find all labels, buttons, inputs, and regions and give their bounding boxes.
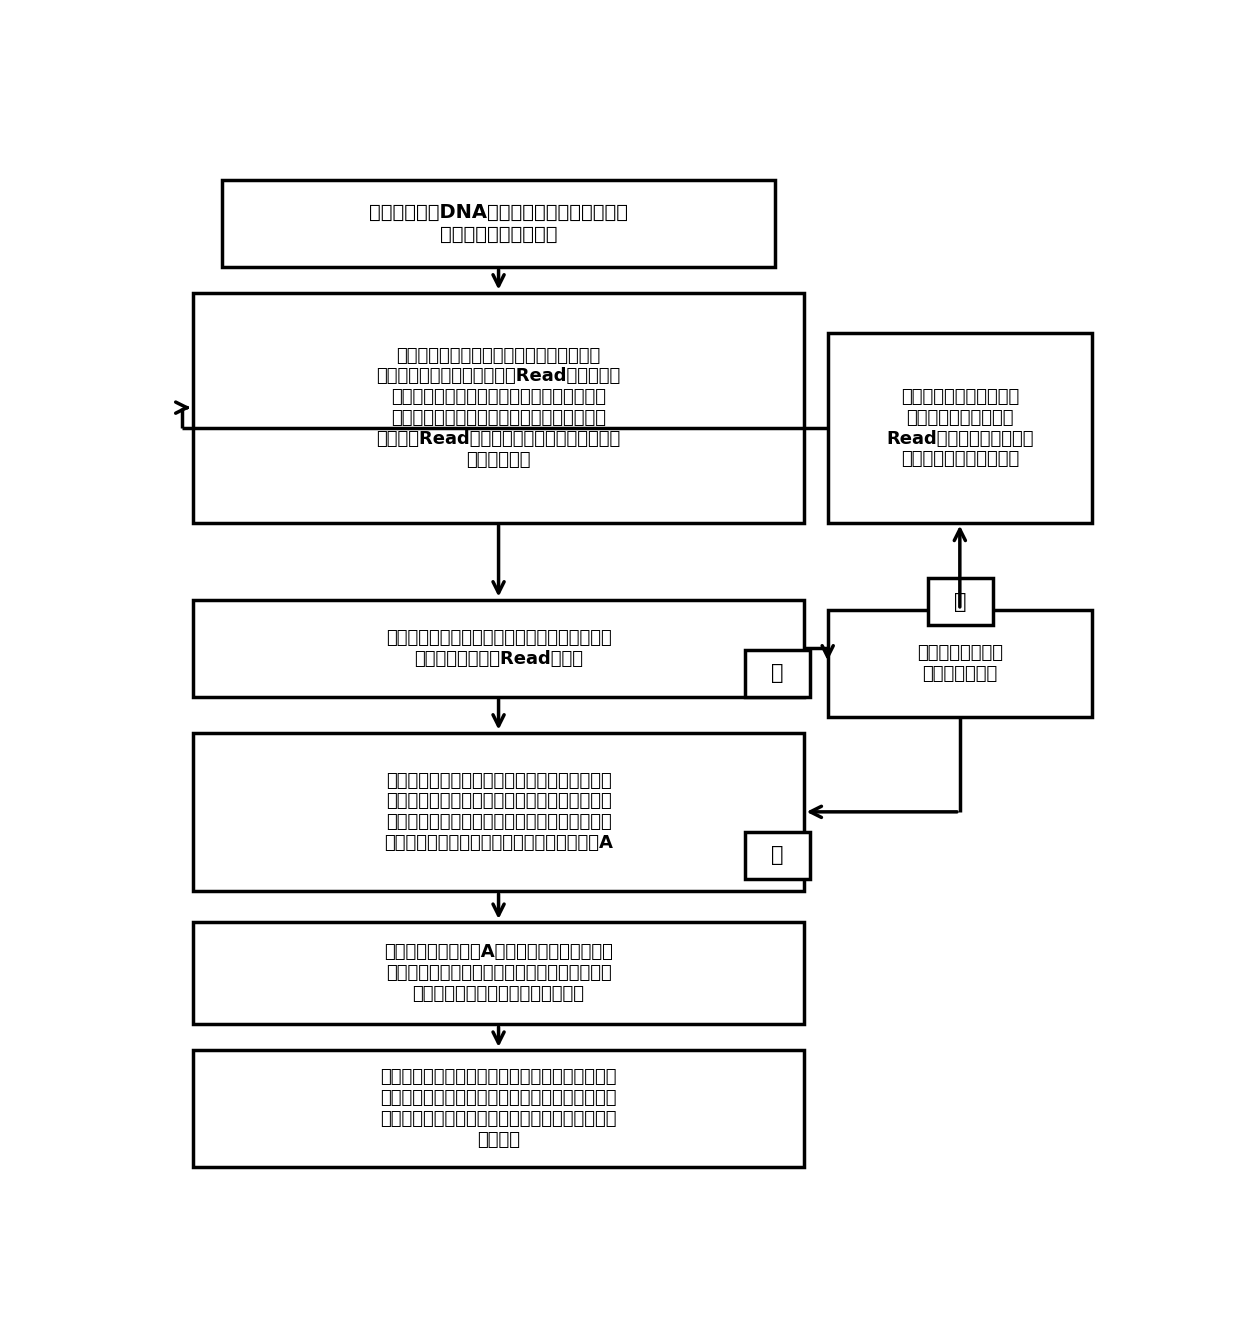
FancyBboxPatch shape xyxy=(222,179,775,267)
Text: 序列的延伸长度达
到某一个阈値？: 序列的延伸长度达 到某一个阈値？ xyxy=(916,645,1003,683)
Text: 否: 否 xyxy=(771,663,784,683)
Text: 利用所述的有效连接序列连接起始锁定序列片段和
相应的终点锁定序列片段；将连接后的序列片段作
为新的锁定序列片段或记录剩余的锁定序列片段的
自由末端: 利用所述的有效连接序列连接起始锁定序列片段和 相应的终点锁定序列片段；将连接后的… xyxy=(381,1069,616,1148)
Text: 对这些延长的序列采用同
样的方法利用随机测序
Read序列继续进行延伸，
每个序列的延伸循环多次: 对这些延长的序列采用同 样的方法利用随机测序 Read序列继续进行延伸， 每个序… xyxy=(887,388,1034,468)
FancyBboxPatch shape xyxy=(193,732,804,892)
FancyBboxPatch shape xyxy=(193,1050,804,1167)
FancyBboxPatch shape xyxy=(828,334,1092,522)
FancyBboxPatch shape xyxy=(193,599,804,696)
Text: 遇到能够比对到另一个或多个不同的已知序列片
段末端的随机测序Read序列？: 遇到能够比对到另一个或多个不同的已知序列片 段末端的随机测序Read序列？ xyxy=(386,629,611,667)
Text: 是: 是 xyxy=(771,845,784,865)
Text: 否: 否 xyxy=(954,591,966,611)
FancyBboxPatch shape xyxy=(193,292,804,522)
FancyBboxPatch shape xyxy=(828,610,1092,718)
FancyBboxPatch shape xyxy=(745,832,811,878)
Text: 根据所述的序列集合A中的通路序列，选择一条
序列作为连接起始锁定序列片段末端到另一个终
点锁定序列片段末端的有效连接序列: 根据所述的序列集合A中的通路序列，选择一条 序列作为连接起始锁定序列片段末端到另… xyxy=(384,944,613,1003)
Text: 从任意一个锁定序列片段的一个自由末端开
始，用跟其有重叠的随机测序Read序列对该锁
定序列片段进行延伸，形成一到多个延长的序
列；再对这些延长的序列采用同样的: 从任意一个锁定序列片段的一个自由末端开 始，用跟其有重叠的随机测序Read序列对… xyxy=(377,347,621,469)
FancyBboxPatch shape xyxy=(745,650,811,696)
FancyBboxPatch shape xyxy=(928,578,993,625)
FancyBboxPatch shape xyxy=(193,922,804,1025)
Text: 将所有的已知DNA序列进行两两比较，找出每
对序列之间的重叠区域: 将所有的已知DNA序列进行两两比较，找出每 对序列之间的重叠区域 xyxy=(370,203,627,245)
Text: 从起始锁定序列片段一端开始的延伸结束，获得
连接起始锁定序列片段的一端到另一个或多个不
同的终点锁定序列片段末端的一个或多个通路序
列，所述的一个或多个通路序列: 从起始锁定序列片段一端开始的延伸结束，获得 连接起始锁定序列片段的一端到另一个或… xyxy=(384,772,613,852)
